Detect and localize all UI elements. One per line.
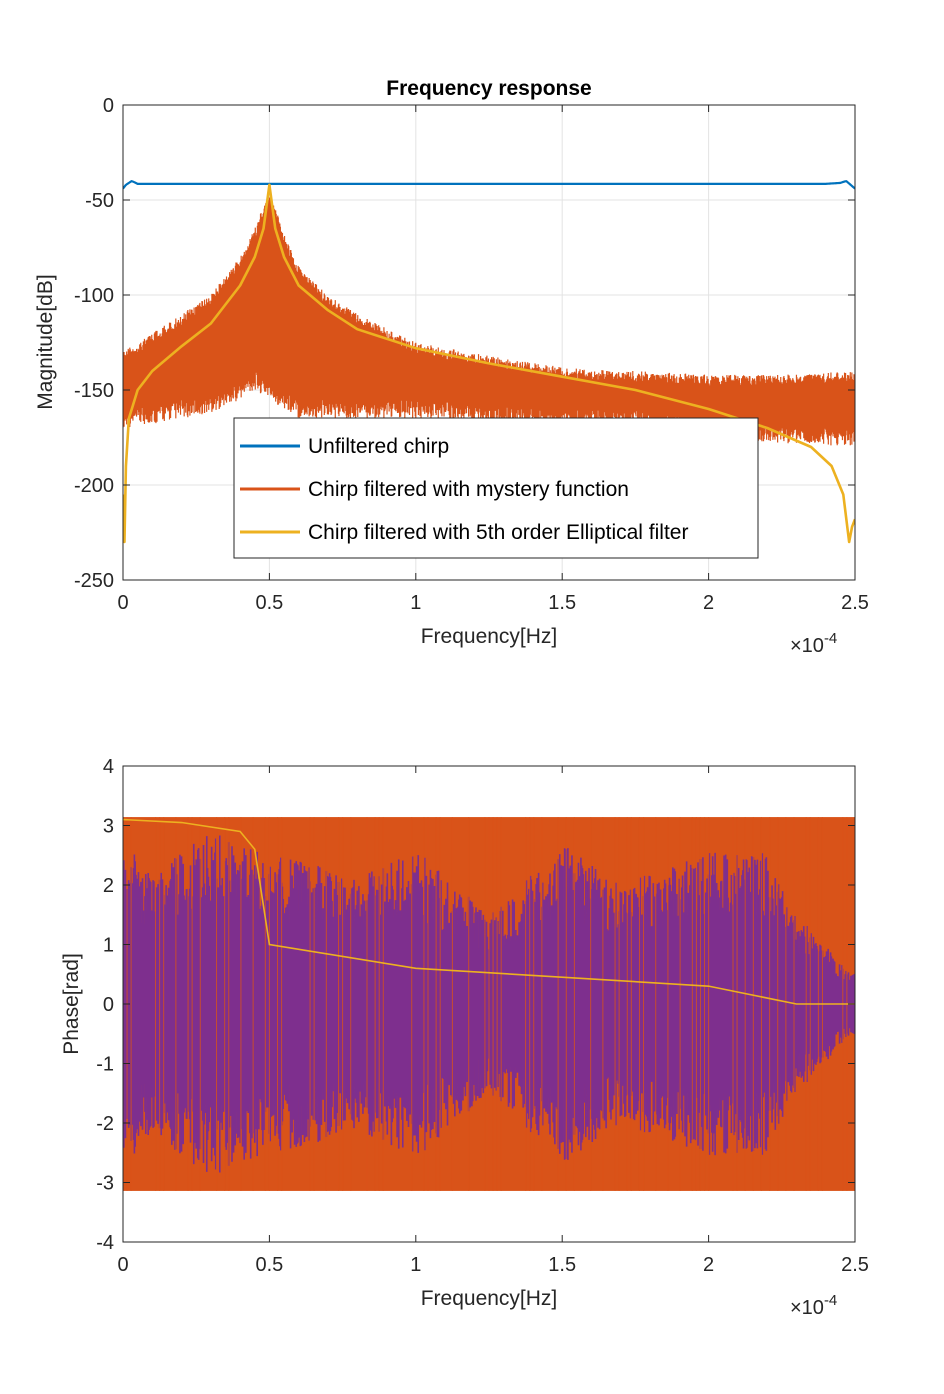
legend-label: Chirp filtered with mystery function: [308, 478, 629, 501]
y-tick-label: -100: [74, 285, 114, 307]
magnitude-x-exponent: ×10-4: [790, 630, 837, 657]
phase-ticks: 0 0.5 1 1.5 2 2.5 4 3 2 1 0 -1 -2 -3 -4: [96, 756, 869, 1276]
y-tick-label: -2: [96, 1113, 114, 1135]
x-tick-label: 2.5: [841, 592, 869, 614]
y-tick-label: 3: [103, 816, 114, 838]
magnitude-series: [123, 179, 855, 544]
phase-series: [123, 817, 855, 1191]
y-tick-label: -250: [74, 570, 114, 592]
series-elliptical-filter: [123, 183, 855, 544]
magnitude-ylabel: Magnitude[dB]: [34, 274, 57, 409]
x-tick-label: 2.5: [841, 1254, 869, 1276]
phase-series-elliptical: [123, 818, 855, 1005]
legend-box: [233, 417, 759, 559]
y-tick-label: 2: [103, 875, 114, 897]
x-tick-label: 1.5: [548, 592, 576, 614]
magnitude-title: Frequency response: [386, 77, 591, 100]
x-tick-label: 0: [117, 592, 128, 614]
phase-x-exponent: ×10-4: [790, 1292, 837, 1319]
x-tick-label: 1.5: [548, 1254, 576, 1276]
y-tick-label: -3: [96, 1173, 114, 1195]
legend-label: Chirp filtered with 5th order Elliptical…: [308, 521, 688, 544]
x-tick-label: 2: [703, 1254, 714, 1276]
y-tick-label: -150: [74, 380, 114, 402]
magnitude-ticks: 0 0.5 1 1.5 2 2.5 0 -50 -100 -150 -200 -250: [74, 95, 869, 614]
x-tick-label: 2: [703, 592, 714, 614]
phase-xlabel: Frequency[Hz]: [421, 1287, 558, 1310]
magnitude-frame: [122, 104, 856, 581]
y-tick-label: 0: [103, 95, 114, 117]
magnitude-x-exponent-base: ×10: [790, 635, 824, 657]
y-tick-label: 0: [103, 994, 114, 1016]
y-tick-label: 1: [103, 935, 114, 957]
y-tick-label: -1: [96, 1054, 114, 1076]
magnitude-plot: 0 0.5 1 1.5 2 2.5 0 -50 -100 -150 -200 -250 Frequen…: [34, 77, 869, 657]
x-tick-label: 1: [410, 592, 421, 614]
y-tick-label: -50: [85, 190, 114, 212]
x-tick-label: 0: [117, 1254, 128, 1276]
series-unfiltered-chirp: [123, 179, 855, 190]
x-tick-label: 1: [410, 1254, 421, 1276]
phase-x-exponent-power: -4: [824, 1292, 837, 1309]
magnitude-x-exponent-power: -4: [824, 630, 837, 647]
series-mystery-filter: [123, 196, 855, 446]
y-tick-label: -200: [74, 475, 114, 497]
magnitude-xlabel: Frequency[Hz]: [421, 625, 558, 648]
x-tick-label: 0.5: [255, 1254, 283, 1276]
y-tick-label: -4: [96, 1232, 114, 1254]
phase-x-exponent-base: ×10: [790, 1297, 824, 1319]
legend-items: Unfiltered chirp Chirp filtered with myst…: [240, 435, 688, 544]
legend-label: Unfiltered chirp: [308, 435, 449, 458]
y-tick-label: 4: [103, 756, 114, 778]
legend: Unfiltered chirp Chirp filtered with myst…: [233, 417, 759, 559]
phase-ylabel: Phase[rad]: [60, 953, 83, 1055]
x-tick-label: 0.5: [255, 592, 283, 614]
